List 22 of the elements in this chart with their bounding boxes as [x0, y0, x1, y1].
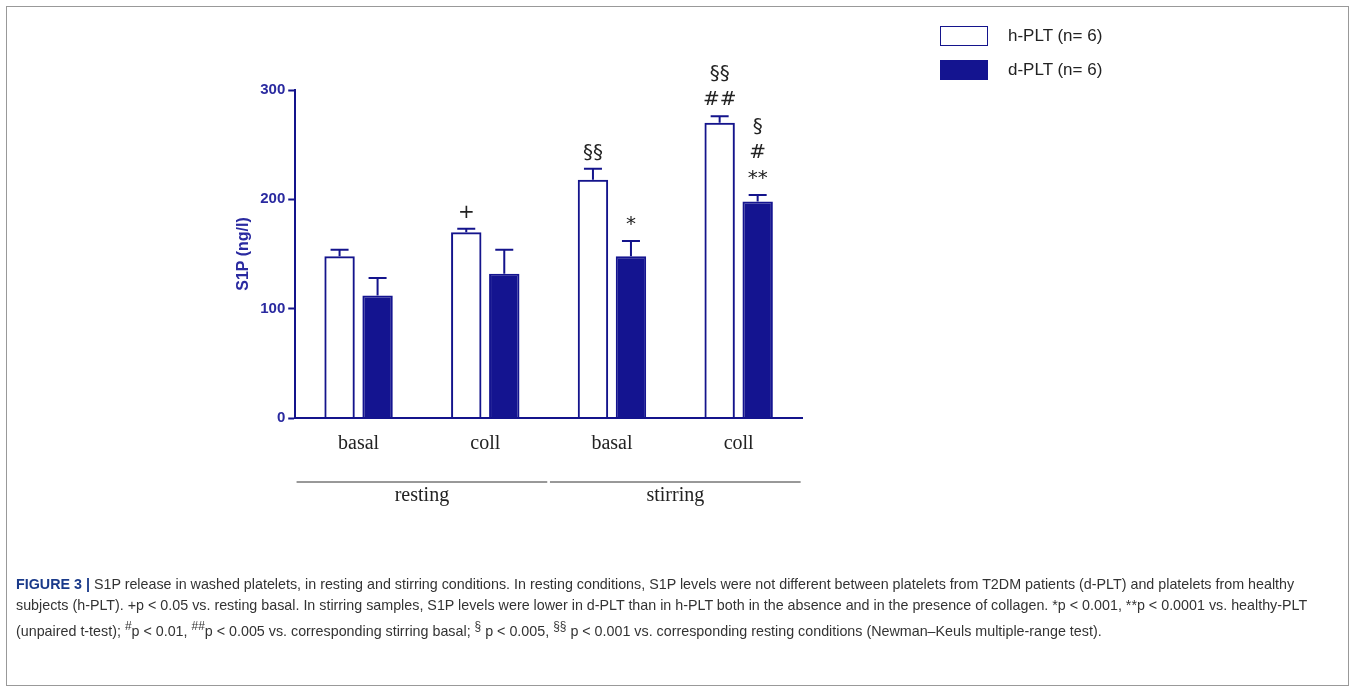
legend-label: h-PLT (n= 6) — [1008, 26, 1103, 46]
legend-label: d-PLT (n= 6) — [1008, 60, 1103, 80]
text: §§ — [709, 60, 730, 85]
y-axis-title: S1P (ng/l) — [234, 217, 252, 291]
y-tick-label: 0 — [276, 408, 286, 426]
y-tick-label: 300 — [260, 80, 286, 98]
annotation: + — [457, 199, 475, 224]
annotation: §§ — [582, 138, 603, 163]
annotation: * — [625, 211, 636, 236]
text: stirring — [646, 483, 705, 507]
y-tick-label: 200 — [260, 189, 286, 207]
annotation: § — [752, 113, 763, 138]
x-tick-label: coll — [470, 431, 501, 454]
x-tick-label: basal — [591, 431, 633, 454]
annotation: # — [749, 139, 767, 164]
y-tick-label: 100 — [260, 298, 286, 316]
x-tick-label: basal — [338, 431, 380, 454]
x-tick-label: coll — [723, 431, 755, 454]
text: FIGURE 3 | S1P release in washed platelets, in resting and stirring conditions. In resting conditions, S1P levels were not different between platelets from T2DM patients (d-PLT) and platelets from healthy subjects (h-PLT). +p < 0.05 vs. resting basal. In stirring samples, S1P levels were lower in d-PLT than in h-PLT both in the absence and in the presence of collagen. *p < 0.001, **p < 0.0001 vs. healthy-PLT (unpaired t-test); $^{#}$p < 0.01, $^{##}$p < 0.005 vs. corresponding stirring basal; $^{§}$ p < 0.005, $^{§§}$ p < 0.001 vs. corresponding resting conditions (Newman–Keuls multiple-range test). — [16, 576, 1307, 639]
annotation: ** — [747, 165, 768, 190]
text: resting — [394, 483, 450, 507]
annotation: ## — [702, 86, 737, 111]
